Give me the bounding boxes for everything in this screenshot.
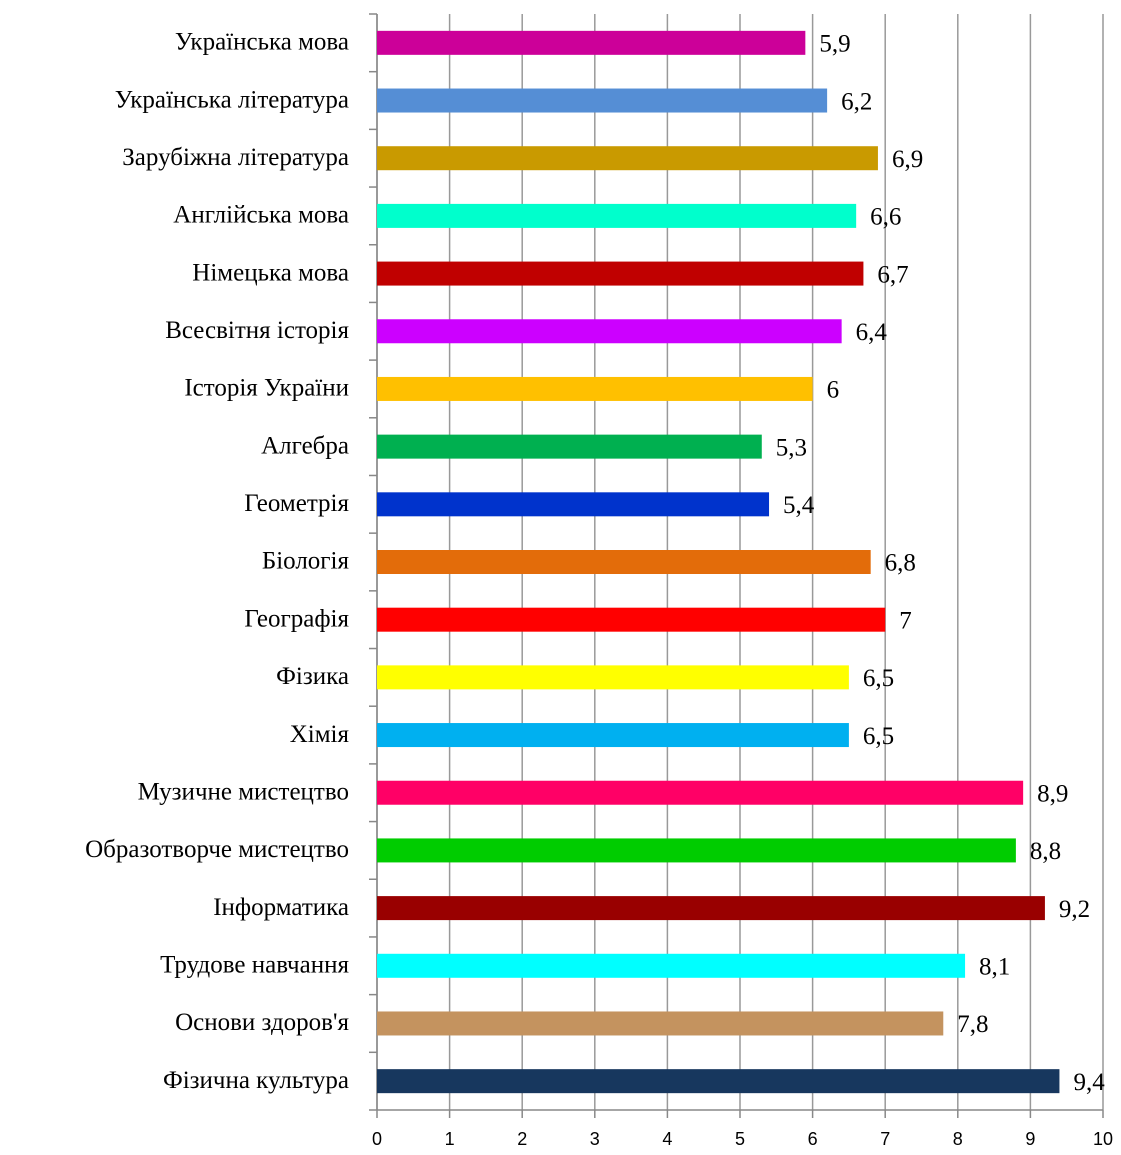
value-label: 5,4 [783, 492, 815, 519]
x-tick-label: 10 [1093, 1129, 1113, 1149]
bar [377, 723, 849, 748]
x-tick-label: 2 [517, 1129, 527, 1149]
y-tick-label: Трудове навчання [160, 952, 349, 979]
y-tick-label: Зарубіжна література [122, 144, 349, 171]
bar [377, 146, 878, 171]
bar [377, 1069, 1060, 1094]
bar [377, 550, 871, 574]
value-label: 8,9 [1037, 780, 1068, 807]
value-label: 8,8 [1030, 838, 1061, 865]
y-tick-label: Основи здоров'я [175, 1009, 349, 1036]
x-tick-label: 3 [590, 1129, 600, 1149]
y-tick-label: Всесвітня історія [165, 317, 349, 344]
y-tick-label: Українська література [115, 86, 349, 113]
bar [377, 30, 806, 55]
y-tick-label: Географія [244, 605, 349, 632]
bar [377, 261, 864, 286]
y-tick-label: Українська мова [175, 29, 349, 56]
value-label: 6,9 [892, 146, 923, 173]
bar [377, 607, 886, 632]
bar [377, 838, 1016, 863]
y-tick-label: Образотворче мистецтво [85, 836, 349, 863]
y-tick-label: Біологія [262, 548, 350, 575]
value-label: 9,2 [1059, 896, 1090, 923]
value-label: 6,4 [856, 319, 888, 346]
bar [377, 780, 1024, 805]
x-tick-label: 7 [880, 1129, 890, 1149]
value-label: 5,3 [776, 434, 807, 461]
x-tick-label: 9 [1025, 1129, 1035, 1149]
bar [377, 203, 857, 228]
value-label: 6,8 [885, 550, 916, 577]
y-tick-label: Фізика [276, 663, 349, 690]
y-tick-label: Музичне мистецтво [138, 778, 349, 805]
value-label: 6,7 [877, 261, 908, 288]
x-tick-label: 6 [808, 1129, 818, 1149]
bar [377, 434, 762, 459]
bar [377, 492, 770, 517]
bar [377, 376, 813, 401]
bar [377, 953, 966, 978]
bar [377, 896, 1045, 921]
value-label: 6 [827, 377, 840, 404]
x-tick-label: 5 [735, 1129, 745, 1149]
value-label: 5,9 [819, 31, 850, 58]
y-tick-label: Хімія [290, 721, 350, 748]
bar [377, 319, 842, 344]
value-label: 6,5 [863, 723, 894, 750]
y-tick-label: Англійська мова [173, 202, 349, 229]
y-tick-label: Фізична культура [163, 1067, 349, 1094]
value-label: 6,5 [863, 665, 894, 692]
bar [377, 88, 828, 113]
value-label: 7,8 [957, 1011, 988, 1038]
y-tick-label: Німецька мова [192, 259, 349, 286]
x-tick-label: 4 [662, 1129, 672, 1149]
value-label: 8,1 [979, 954, 1010, 981]
y-tick-label: Інформатика [213, 894, 349, 921]
value-label: 7 [899, 607, 912, 634]
y-tick-label: Алгебра [261, 432, 349, 459]
value-label: 6,2 [841, 88, 872, 115]
value-label: 9,4 [1073, 1069, 1105, 1096]
x-tick-label: 0 [372, 1129, 382, 1149]
bar [377, 665, 849, 690]
y-tick-label: Геометрія [244, 490, 349, 517]
bar [377, 1011, 944, 1036]
y-tick-label: Історія України [184, 375, 349, 402]
x-tick-label: 1 [445, 1129, 455, 1149]
value-label: 6,6 [870, 204, 901, 231]
x-tick-label: 8 [953, 1129, 963, 1149]
